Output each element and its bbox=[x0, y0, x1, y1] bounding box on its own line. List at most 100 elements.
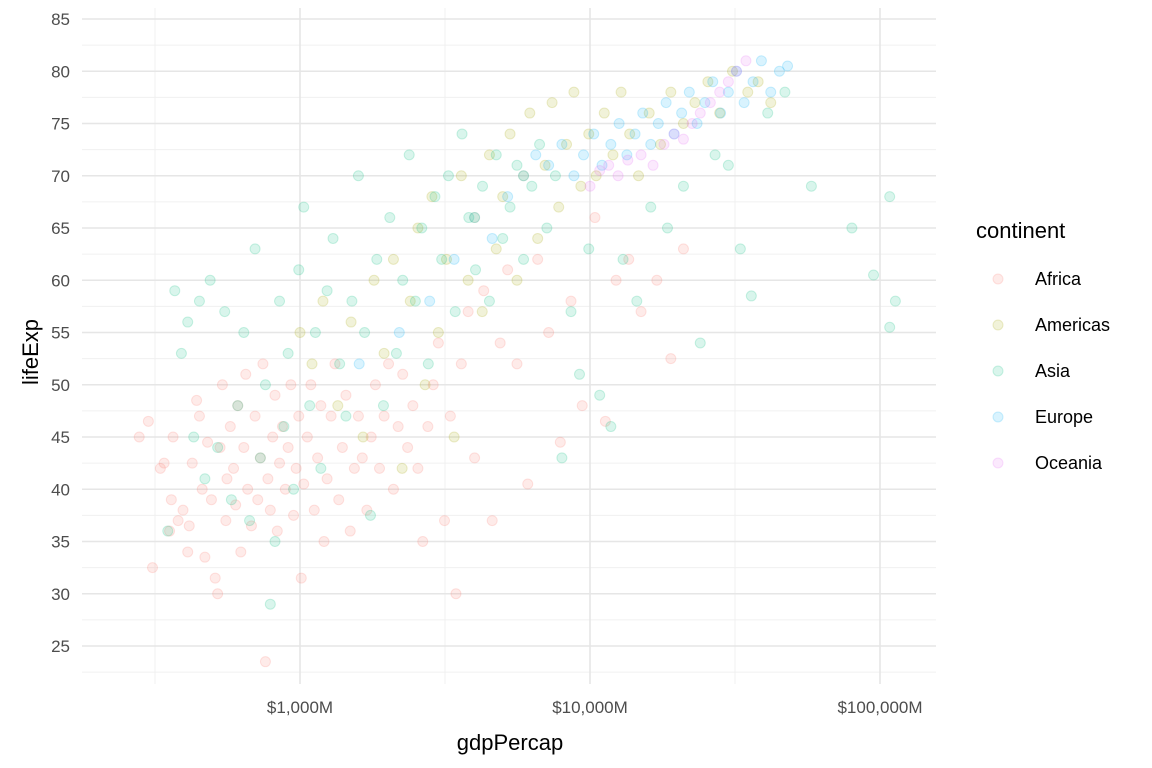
data-point bbox=[779, 86, 791, 98]
data-point bbox=[462, 306, 474, 318]
data-point bbox=[393, 327, 405, 338]
legend-label-americas: Americas bbox=[1035, 315, 1110, 335]
data-point bbox=[183, 520, 195, 532]
legend-key-asia bbox=[992, 365, 1004, 377]
data-point bbox=[455, 358, 467, 370]
data-point bbox=[282, 347, 294, 359]
data-point bbox=[204, 274, 216, 286]
data-point bbox=[522, 478, 534, 490]
data-point bbox=[526, 180, 538, 192]
data-point bbox=[315, 462, 327, 474]
data-point bbox=[740, 55, 752, 67]
data-point bbox=[722, 159, 734, 171]
data-point bbox=[397, 274, 409, 286]
legend-label-africa: Africa bbox=[1035, 269, 1082, 289]
data-point bbox=[172, 515, 184, 527]
legend-title: continent bbox=[976, 218, 1065, 243]
data-point bbox=[612, 170, 624, 182]
legend-label-oceania: Oceania bbox=[1035, 453, 1103, 473]
major-gridlines bbox=[82, 8, 936, 684]
data-point bbox=[652, 118, 664, 129]
data-point bbox=[469, 452, 481, 464]
data-point bbox=[252, 494, 264, 506]
data-point bbox=[412, 222, 424, 234]
data-point bbox=[290, 462, 302, 474]
data-point bbox=[645, 138, 657, 150]
data-point bbox=[635, 149, 647, 161]
data-point bbox=[254, 452, 266, 464]
data-point bbox=[455, 170, 467, 182]
y-tick-label: 75 bbox=[51, 115, 70, 134]
data-point bbox=[486, 515, 498, 527]
data-point bbox=[348, 462, 360, 474]
data-point bbox=[518, 170, 530, 182]
data-point bbox=[677, 180, 689, 192]
data-point bbox=[704, 97, 716, 109]
data-point bbox=[477, 180, 489, 192]
data-point bbox=[541, 222, 553, 234]
data-point bbox=[707, 76, 719, 88]
data-point bbox=[702, 76, 714, 88]
series-europe bbox=[353, 55, 794, 370]
data-point bbox=[494, 337, 506, 349]
data-point bbox=[321, 473, 333, 485]
y-axis-title: lifeExp bbox=[18, 319, 43, 385]
data-point bbox=[254, 452, 266, 464]
data-point bbox=[267, 431, 279, 443]
data-point bbox=[605, 138, 617, 150]
data-point bbox=[365, 431, 377, 443]
y-tick-label: 30 bbox=[51, 585, 70, 604]
data-point bbox=[235, 546, 247, 558]
data-point bbox=[643, 107, 655, 119]
data-point bbox=[623, 253, 635, 265]
data-point bbox=[232, 400, 244, 412]
data-point bbox=[356, 452, 368, 464]
data-point bbox=[396, 462, 408, 474]
data-point bbox=[293, 410, 305, 422]
data-point bbox=[715, 107, 727, 119]
data-point bbox=[294, 327, 306, 338]
data-point bbox=[462, 274, 474, 286]
data-point bbox=[610, 274, 622, 286]
data-point bbox=[278, 421, 290, 433]
data-point bbox=[175, 347, 187, 359]
data-point bbox=[556, 452, 568, 464]
data-point bbox=[262, 473, 274, 485]
data-point bbox=[647, 159, 659, 171]
data-point bbox=[486, 232, 498, 244]
data-point bbox=[738, 97, 750, 109]
data-point bbox=[765, 97, 777, 109]
data-point bbox=[714, 86, 726, 98]
data-point bbox=[387, 253, 399, 265]
y-tick-label: 85 bbox=[51, 10, 70, 29]
data-point bbox=[490, 243, 502, 255]
data-point bbox=[635, 306, 647, 318]
data-point bbox=[450, 588, 462, 600]
data-point bbox=[249, 243, 261, 255]
data-point bbox=[333, 494, 345, 506]
data-point bbox=[668, 128, 680, 140]
data-point bbox=[238, 327, 250, 338]
data-point bbox=[502, 191, 514, 203]
data-point bbox=[432, 337, 444, 349]
data-point bbox=[530, 149, 542, 161]
data-point bbox=[476, 306, 488, 318]
data-point bbox=[334, 358, 346, 370]
x-tick-label: $1,000M bbox=[267, 698, 333, 717]
data-point bbox=[578, 149, 590, 161]
data-point bbox=[164, 525, 176, 537]
data-point bbox=[384, 212, 396, 224]
y-tick-label: 35 bbox=[51, 533, 70, 552]
data-point bbox=[683, 86, 695, 98]
data-point bbox=[397, 368, 409, 380]
data-point bbox=[575, 180, 587, 192]
data-point bbox=[193, 295, 205, 307]
data-point bbox=[598, 107, 610, 119]
data-point bbox=[304, 400, 316, 412]
data-point bbox=[469, 212, 481, 224]
data-point bbox=[264, 598, 276, 610]
data-point bbox=[142, 415, 154, 427]
data-point bbox=[747, 76, 759, 88]
data-point bbox=[543, 327, 555, 338]
